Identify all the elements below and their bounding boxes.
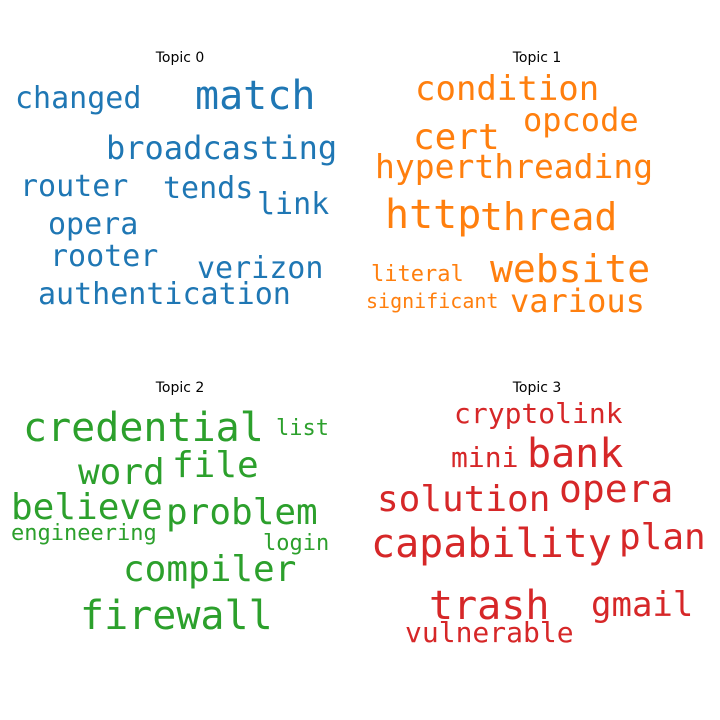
- topic-1-word: significant: [366, 289, 499, 313]
- topic-1-word: condition: [415, 69, 600, 109]
- topic-1-word: literal: [371, 262, 464, 287]
- topic-0-title: Topic 0: [155, 50, 205, 66]
- topic-3-word: trash: [429, 583, 550, 629]
- topic-1-word: various: [510, 282, 645, 320]
- topic-2-word: engineering: [11, 521, 157, 546]
- topic-2-word: word: [78, 452, 165, 493]
- topic-0-word: tends: [163, 171, 254, 206]
- topic-2-word: believe: [11, 487, 163, 528]
- topic-3-word: capability: [371, 521, 612, 567]
- topic-1-word: website: [490, 247, 651, 291]
- topic-1-word: http: [385, 192, 482, 238]
- topic-0-panel: Topic 0 match changed broadcasting route…: [10, 0, 350, 330]
- topic-0-word: match: [195, 73, 316, 119]
- topic-3-word: opera: [559, 467, 674, 511]
- topic-0-word: link: [257, 187, 330, 222]
- topic-2-word: problem: [166, 492, 318, 533]
- topic-2-word: firewall: [80, 593, 273, 639]
- topic-0-word: router: [20, 169, 129, 204]
- topic-2-word: list: [276, 416, 329, 441]
- topic-3-word: bank: [527, 431, 624, 477]
- topic-1-word: opcode: [523, 101, 639, 139]
- topic-1-word: hyperthreading: [375, 147, 654, 186]
- topic-2-word: login: [263, 531, 330, 556]
- topic-2-word: file: [172, 445, 259, 486]
- topic-0-word: broadcasting: [106, 129, 338, 167]
- topic-3-word: mini: [451, 441, 519, 474]
- topic-3-panel: Topic 3 cryptolink mini bank opera solut…: [367, 330, 707, 660]
- topic-3-word: plan: [619, 517, 706, 558]
- topic-0-word: authentication: [38, 277, 291, 312]
- topic-1-word: thread: [480, 195, 618, 239]
- topic-2-word: compiler: [123, 549, 297, 590]
- topic-2-panel: Topic 2 credential list word file believ…: [10, 330, 350, 660]
- topic-0-word: verizon: [197, 251, 324, 286]
- topic-0-word: rooter: [50, 239, 159, 274]
- topic-0-word: opera: [48, 207, 139, 242]
- topic-3-title: Topic 3: [512, 380, 562, 396]
- topic-3-word: cryptolink: [454, 397, 623, 430]
- topic-3-word: gmail: [591, 585, 694, 625]
- topic-3-word: solution: [377, 479, 551, 520]
- topic-2-word: credential: [23, 405, 264, 451]
- topic-0-word: changed: [15, 81, 142, 116]
- topic-1-word: cert: [413, 117, 500, 158]
- topic-1-panel: Topic 1 condition opcode cert hyperthrea…: [366, 0, 707, 330]
- topic-1-title: Topic 1: [512, 50, 562, 66]
- topic-3-word: vulnerable: [405, 616, 574, 649]
- topic-2-title: Topic 2: [155, 380, 205, 396]
